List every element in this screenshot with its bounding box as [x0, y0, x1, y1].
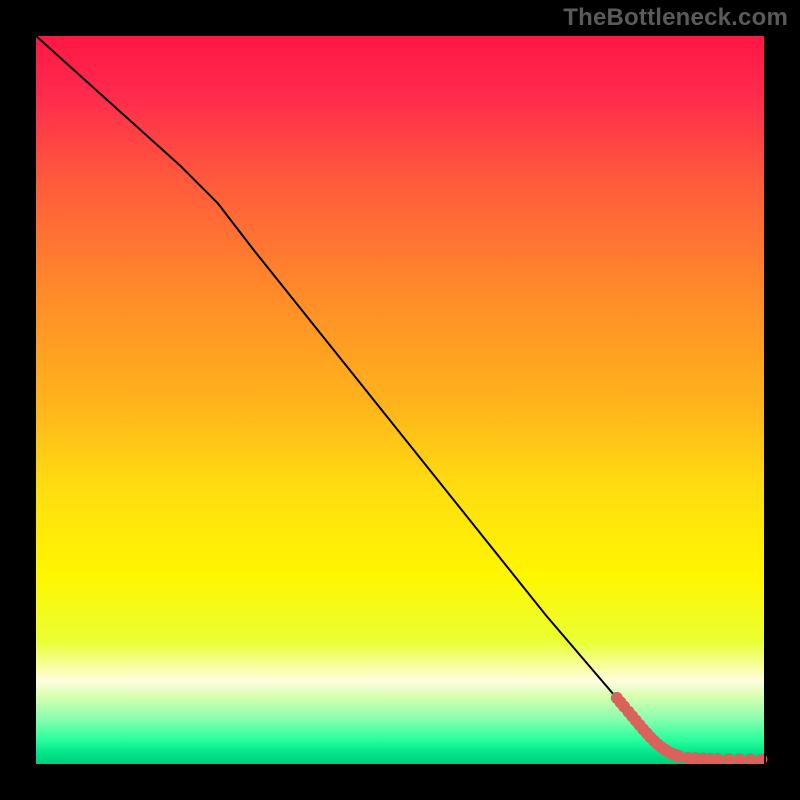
chart-svg: [0, 0, 800, 800]
scatter-point: [733, 753, 745, 765]
scatter-point: [723, 753, 735, 765]
scatter-point: [712, 753, 724, 765]
chart-stage: TheBottleneck.com: [0, 0, 800, 800]
attribution-text: TheBottleneck.com: [563, 4, 788, 32]
plot-background: [35, 35, 765, 765]
scatter-point: [744, 753, 756, 765]
